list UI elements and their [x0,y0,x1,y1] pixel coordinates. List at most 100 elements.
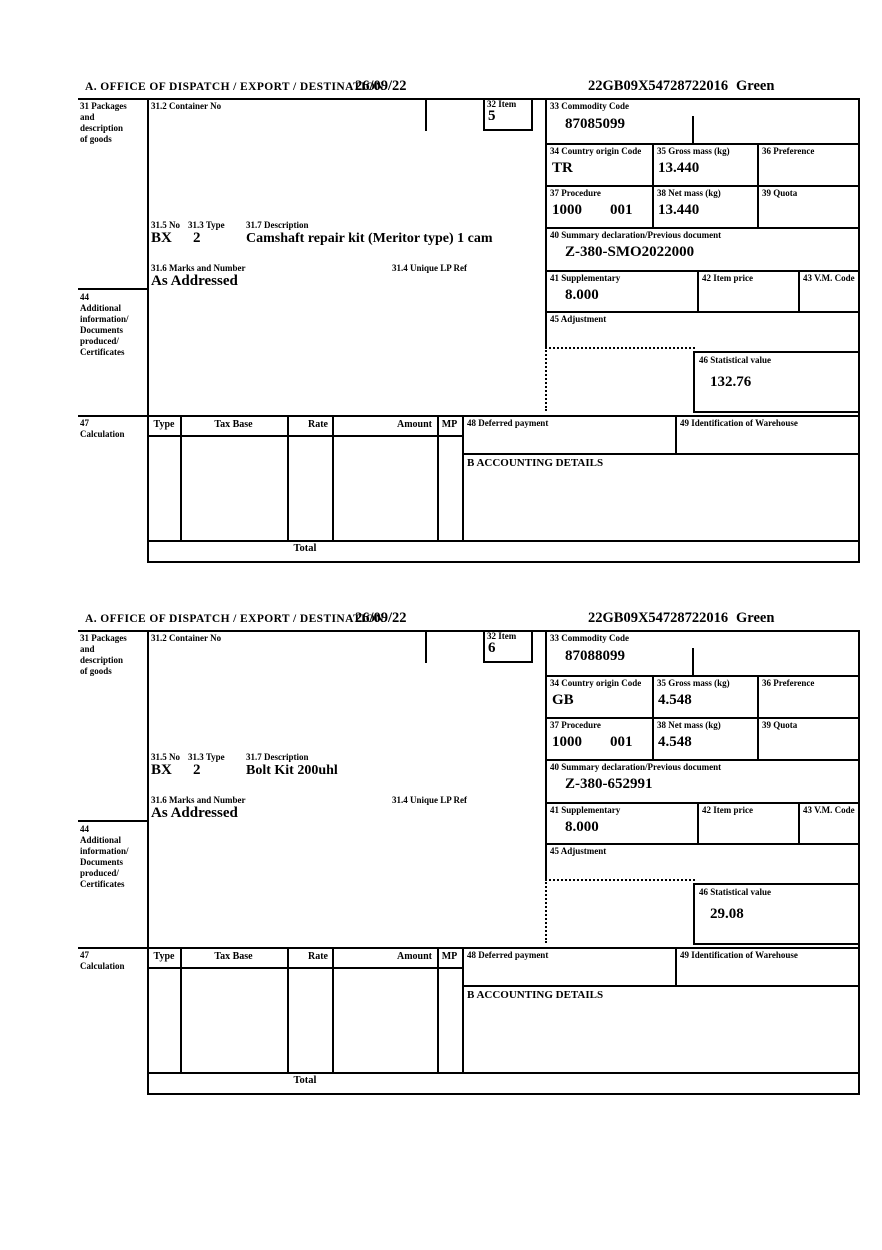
marks-number-header: 31.6 Marks and Number [151,263,246,273]
top-border [78,630,860,632]
net-mass-label: 38 Net mass (kg) [657,720,721,730]
row37-bottom-border [545,759,860,761]
country-origin-value: TR [552,160,573,176]
adjustment-label: 45 Adjustment [550,314,607,324]
preference-label: 36 Preference [762,678,815,688]
col-amount-divider [437,947,439,1072]
box40-bottom-border [545,802,860,804]
row37-bottom-border [545,227,860,229]
left-column-divider [78,288,147,290]
country-origin-label: 34 Country origin Code [550,146,642,156]
unique-lp-ref-header: 31.4 Unique LP Ref [392,263,468,273]
item-label: 32 Item [487,99,517,109]
item-label: 32 Item [487,631,517,641]
left-column-border [147,630,149,1094]
summary-declaration-label: 40 Summary declaration/Previous document [550,762,722,772]
statistical-value: 29.08 [710,906,744,922]
dotted-left-border [545,347,547,411]
col-header-mp: MP [441,419,458,430]
item-price-label: 42 Item price [702,805,753,815]
commodity-code-label: 33 Commodity Code [550,633,629,643]
supplementary-label: 41 Supplementary [550,273,621,283]
statistical-value-label: 46 Statistical value [699,355,771,365]
row34-bottom-border [545,185,860,187]
container-box-right-border [425,630,427,663]
supplementary-value: 8.000 [565,819,599,835]
box41-bottom-border [545,311,860,313]
col-taxbase-divider [287,415,289,540]
box41-bottom-border [545,843,860,845]
no-header: 31.5 No [151,752,180,762]
right-border [858,98,860,562]
country-origin-label: 34 Country origin Code [550,678,642,688]
box42-43-divider [798,802,800,843]
calculation-top-border [78,947,860,949]
total-label: Total [293,543,317,554]
section-bottom-border [147,1093,860,1095]
col-rate-divider [332,947,334,1072]
box37-38-divider [652,185,654,227]
col-header-rate: Rate [308,419,328,430]
container-box-right-border [425,98,427,131]
col-mp-divider [462,415,464,540]
box31-packages-label: 31 Packages and description of goods [80,633,127,676]
total-label: Total [293,1075,317,1086]
col-header-mp: MP [441,951,458,962]
marks-number-header: 31.6 Marks and Number [151,795,246,805]
procedure-value-1: 1000 [552,734,582,750]
col-header-type: Type [153,951,175,962]
box37-38-divider [652,717,654,759]
package-code-value: BX [151,762,172,778]
col-header-tax-base: Tax Base [214,951,253,962]
col-header-type: Type [153,419,175,430]
office-of-dispatch-title: A. OFFICE OF DISPATCH / EXPORT / DESTINA… [85,81,384,93]
adjustment-label: 45 Adjustment [550,846,607,856]
summary-declaration-value: Z-380-SMO2022000 [565,244,695,260]
net-mass-value: 13.440 [658,202,700,218]
box42-43-divider [798,270,800,311]
routing-status: Green [736,610,775,626]
box48-49-divider [675,947,677,985]
item-number-value: 6 [488,640,496,656]
marks-value: As Addressed [151,273,238,289]
item-number-value: 5 [488,108,496,124]
unique-lp-ref-header: 31.4 Unique LP Ref [392,795,468,805]
box48-49-divider [675,415,677,453]
box34-35-divider [652,143,654,185]
no-header: 31.5 No [151,220,180,230]
right-column-border [545,630,547,879]
dotted-divider [545,347,695,349]
gross-mass-label: 35 Gross mass (kg) [657,146,730,156]
container-no-label: 31.2 Container No [151,633,222,643]
accounting-details-label: B ACCOUNTING DETAILS [467,457,604,469]
col-header-tax-base: Tax Base [214,419,253,430]
marks-value: As Addressed [151,805,238,821]
col-amount-divider [437,415,439,540]
accounting-details-label: B ACCOUNTING DETAILS [467,989,604,1001]
col-mp-divider [462,947,464,1072]
supplementary-label: 41 Supplementary [550,805,621,815]
left-column-border [147,98,149,562]
right-column-border [545,98,547,347]
section-bottom-border [147,561,860,563]
container-no-label: 31.2 Container No [151,101,222,111]
right-border [858,630,860,1094]
commodity-code-divider [692,116,694,143]
dotted-left-border [545,879,547,943]
statistical-value-label: 46 Statistical value [699,887,771,897]
procedure-value-2: 001 [610,734,633,750]
table-header-underline [148,967,464,969]
goods-description-value: Bolt Kit 200uhl [246,763,338,778]
box41-42-divider [697,802,699,843]
warehouse-id-label: 49 Identification of Warehouse [680,950,798,960]
declaration-item-section-2: A. OFFICE OF DISPATCH / EXPORT / DESTINA… [78,610,860,1095]
calculation-top-border [78,415,860,417]
box31-packages-label: 31 Packages and description of goods [80,101,127,144]
quota-label: 39 Quota [762,720,798,730]
top-border [78,98,860,100]
type-header: 31.3 Type [188,752,225,762]
office-of-dispatch-title: A. OFFICE OF DISPATCH / EXPORT / DESTINA… [85,613,384,625]
gross-mass-label: 35 Gross mass (kg) [657,678,730,688]
goods-description-value: Camshaft repair kit (Meritor type) 1 cam [246,231,493,246]
